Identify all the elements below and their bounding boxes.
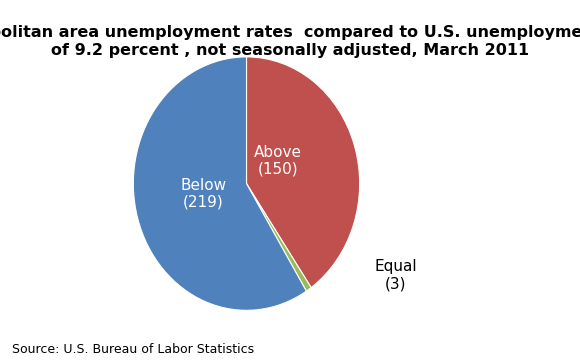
- Wedge shape: [246, 184, 311, 291]
- Wedge shape: [246, 57, 360, 288]
- Text: Metropolitan area unemployment rates  compared to U.S. unemployment rate
of 9.2 : Metropolitan area unemployment rates com…: [0, 25, 580, 58]
- Text: Below
(219): Below (219): [180, 177, 227, 210]
- Text: Equal
(3): Equal (3): [375, 258, 417, 291]
- Text: Source: U.S. Bureau of Labor Statistics: Source: U.S. Bureau of Labor Statistics: [12, 343, 253, 356]
- Text: Above
(150): Above (150): [254, 145, 302, 177]
- Wedge shape: [133, 57, 306, 310]
